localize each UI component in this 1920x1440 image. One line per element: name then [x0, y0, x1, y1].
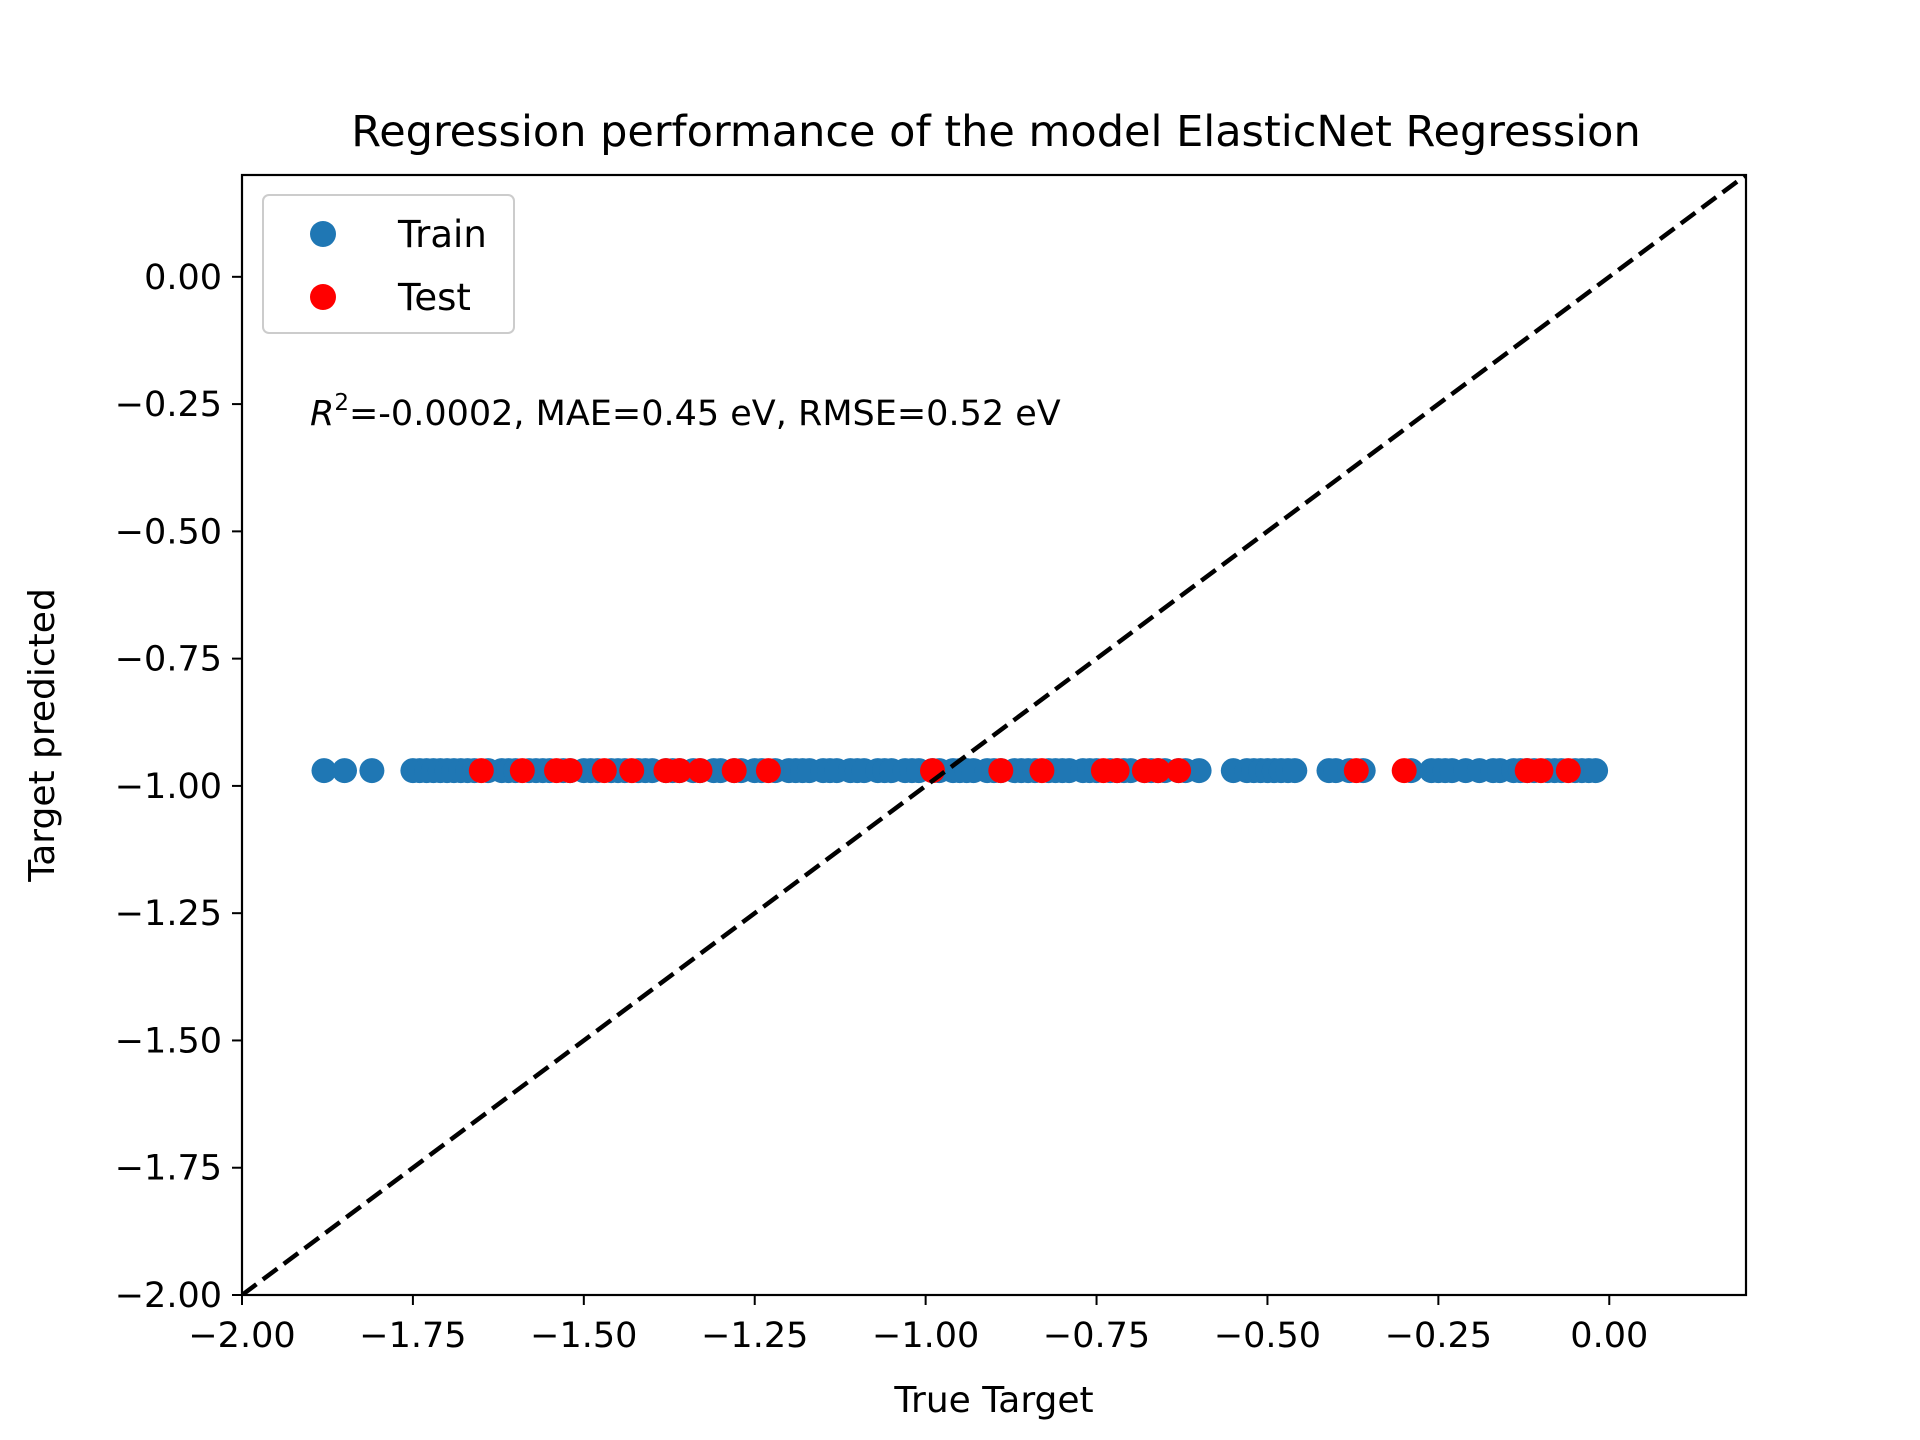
test-point	[988, 758, 1014, 784]
metrics-annotation: R2=-0.0002, MAE=0.45 eV, RMSE=0.52 eV	[310, 390, 1061, 434]
test-point	[1555, 758, 1581, 784]
x-axis-title: True Target	[893, 1380, 1093, 1421]
x-axis-ticks: −2.00 −1.75 −1.50 −1.25 −1.00 −0.75 −0.50 −0.25…	[188, 1295, 1648, 1356]
chart-title: Regression performance of the model Elas…	[351, 107, 1641, 157]
test-point	[1343, 758, 1369, 784]
y-tick-label: −0.75	[115, 640, 222, 680]
test-point	[591, 758, 617, 784]
test-point	[1104, 758, 1130, 784]
train-point	[311, 758, 337, 784]
legend-test-marker	[310, 284, 336, 310]
y-axis-title: Target predicted	[22, 588, 63, 883]
legend-train-marker	[310, 221, 336, 247]
train-point	[1583, 758, 1609, 784]
test-point	[557, 758, 583, 784]
x-tick-label: −1.75	[359, 1316, 466, 1356]
test-point	[509, 758, 535, 784]
legend: Train Test	[262, 194, 515, 334]
test-point	[1391, 758, 1417, 784]
x-tick-label: 0.00	[1570, 1316, 1648, 1356]
test-point	[1029, 758, 1055, 784]
test-point	[667, 758, 692, 784]
reference-line-layer	[242, 175, 1746, 1295]
y-tick-label: −0.50	[115, 512, 222, 552]
metrics-values: =-0.0002, MAE=0.45 eV, RMSE=0.52 eV	[349, 394, 1061, 434]
test-point	[468, 758, 494, 784]
plot-frame	[240, 173, 1748, 1297]
x-tick-label: −0.75	[1043, 1316, 1150, 1356]
legend-test-label: Test	[397, 276, 471, 319]
test-point	[1166, 758, 1192, 784]
y-axis-ticks: 0.00 −0.25 −0.50 −0.75 −1.00 −1.25 −1.50 −1.75 −…	[115, 258, 242, 1316]
test-series	[468, 758, 1581, 784]
train-point	[332, 758, 357, 784]
y-tick-label: −1.75	[115, 1149, 222, 1189]
y-tick-label: −0.25	[115, 385, 222, 425]
test-point	[755, 758, 781, 784]
test-point	[619, 758, 645, 784]
test-point	[721, 758, 747, 784]
y-tick-label: −1.50	[115, 1021, 222, 1061]
x-tick-label: −0.25	[1385, 1316, 1492, 1356]
r-squared-exponent: 2	[334, 390, 349, 416]
x-tick-label: −2.00	[188, 1316, 295, 1356]
test-point	[1528, 758, 1554, 784]
test-point	[687, 758, 713, 784]
y-tick-label: 0.00	[144, 258, 222, 298]
y-tick-label: −1.25	[115, 894, 222, 934]
reference-line	[242, 175, 1746, 1295]
train-point	[359, 758, 385, 784]
legend-train-label: Train	[397, 213, 487, 256]
train-point	[1186, 758, 1212, 784]
y-tick-label: −1.00	[115, 767, 222, 807]
x-tick-label: −1.50	[530, 1316, 637, 1356]
x-tick-label: −1.00	[872, 1316, 979, 1356]
test-point	[1145, 758, 1171, 784]
x-tick-label: −0.50	[1214, 1316, 1321, 1356]
train-point	[1282, 758, 1308, 784]
x-tick-label: −1.25	[701, 1316, 808, 1356]
r-squared-symbol: R	[310, 394, 334, 434]
y-tick-label: −2.00	[115, 1276, 222, 1316]
